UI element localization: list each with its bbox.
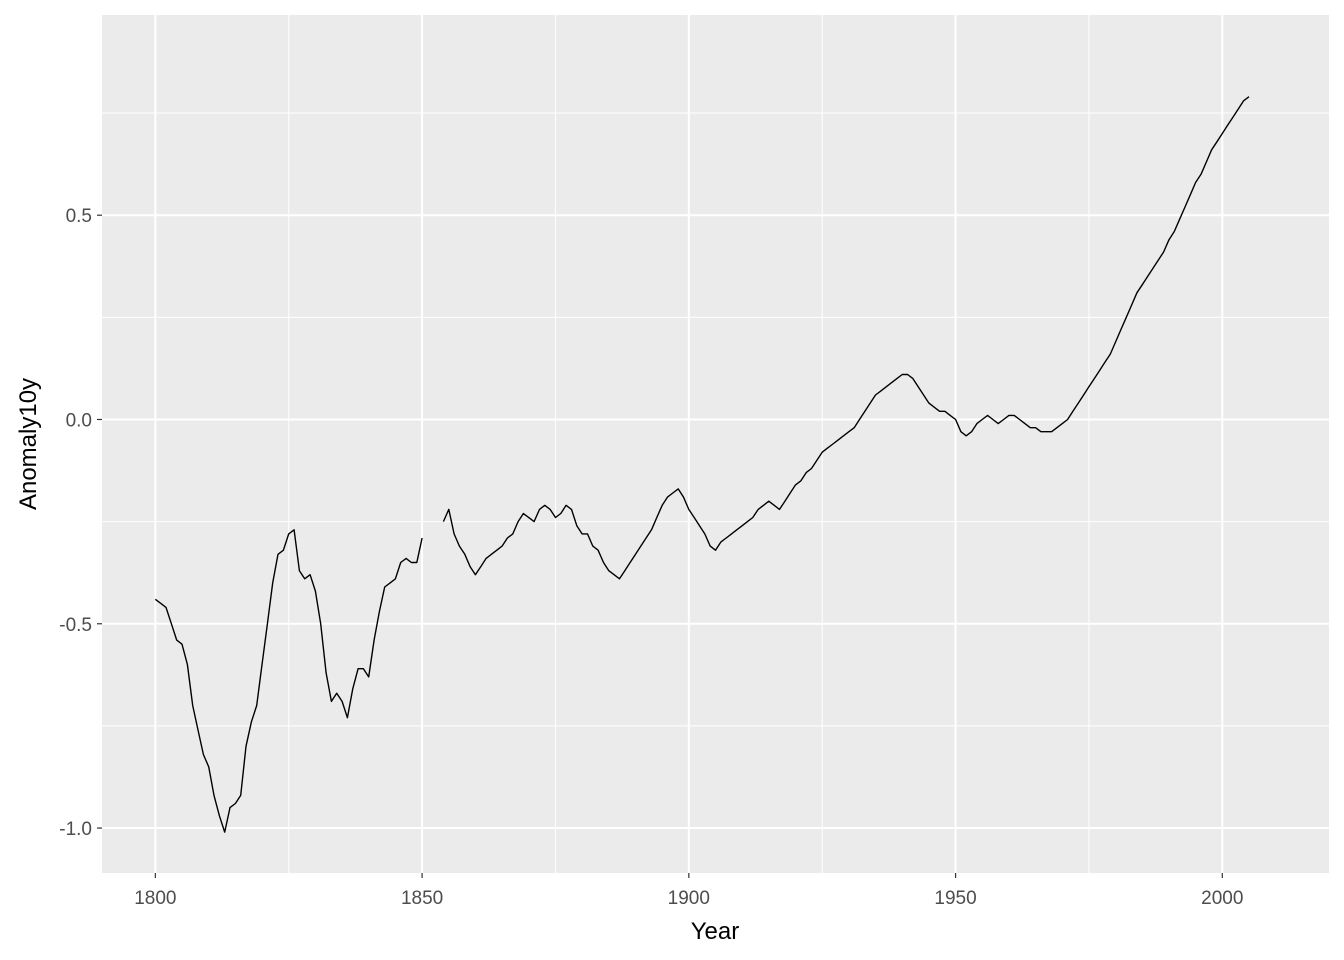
y-tick-label: -1.0: [59, 819, 92, 840]
x-axis-title: Year: [691, 918, 740, 945]
series-line: [442, 96, 1250, 580]
y-axis-title: Anomaly10y: [15, 378, 42, 510]
y-tick-label: 0.0: [66, 410, 92, 431]
plot-panel: [102, 15, 1329, 873]
y-tick-label: 0.5: [66, 206, 92, 227]
axis-ticks: 1800 1850 1900 1950 2000 -1.0 -0.5 0.0 0.5: [59, 206, 1243, 909]
x-tick-label: 1850: [401, 888, 443, 909]
x-tick-label: 2000: [1201, 888, 1243, 909]
y-tick-label: -0.5: [59, 615, 92, 636]
grid-lines: [102, 15, 1329, 873]
series-line: [154, 529, 423, 833]
x-tick-label: 1800: [134, 888, 176, 909]
data-lines: [154, 96, 1250, 833]
x-tick-label: 1950: [934, 888, 976, 909]
x-tick-label: 1900: [668, 888, 710, 909]
